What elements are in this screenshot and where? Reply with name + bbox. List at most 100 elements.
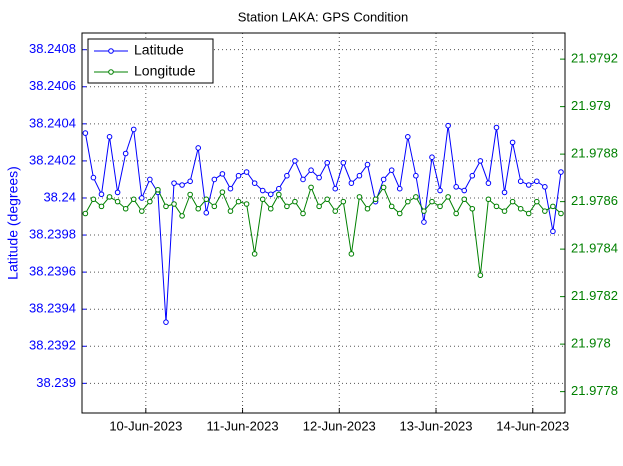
data-point <box>219 171 226 177</box>
data-point <box>501 208 508 214</box>
data-point <box>203 210 210 216</box>
data-point <box>106 194 113 200</box>
x-tick-label: 13-Jun-2023 <box>400 418 473 433</box>
data-point <box>138 208 145 214</box>
data-point <box>235 198 242 205</box>
data-point <box>542 208 548 214</box>
y2-tick-label: 21.9778 <box>571 383 618 398</box>
data-point <box>179 182 185 188</box>
data-point <box>300 210 306 217</box>
data-point <box>147 198 153 205</box>
data-point <box>477 272 484 279</box>
data-point <box>227 185 234 192</box>
data-point <box>195 145 202 151</box>
data-point <box>501 189 508 196</box>
y-tick-label: 38.24 <box>43 189 76 204</box>
data-point <box>179 213 185 219</box>
y-tick-label: 38.2392 <box>29 338 76 353</box>
data-point <box>517 178 524 185</box>
data-point <box>82 130 89 136</box>
legend-label: Latitude <box>134 42 184 58</box>
data-point <box>211 176 218 183</box>
data-point <box>316 203 322 210</box>
data-point <box>509 198 516 205</box>
data-point <box>219 189 226 195</box>
y-tick-label: 38.2404 <box>29 115 76 130</box>
data-point <box>130 196 137 203</box>
data-point <box>493 203 500 210</box>
y2-tick-label: 21.978 <box>571 336 611 351</box>
y2-tick-label: 21.9792 <box>571 51 618 66</box>
y2-tick-label: 21.979 <box>571 98 611 113</box>
data-point <box>453 210 459 217</box>
data-point <box>300 176 306 183</box>
data-point <box>292 198 298 205</box>
data-point <box>130 126 137 133</box>
data-point <box>90 174 97 181</box>
data-point <box>388 167 395 173</box>
data-point <box>558 169 564 175</box>
data-point <box>163 319 169 325</box>
data-point <box>276 185 282 192</box>
data-point <box>251 251 258 257</box>
data-point <box>429 198 435 205</box>
data-point <box>316 174 322 181</box>
data-point <box>396 185 403 192</box>
data-point <box>195 205 202 212</box>
data-point <box>356 172 363 179</box>
y2-tick-label: 21.9788 <box>571 146 618 161</box>
data-point <box>267 205 274 212</box>
y-tick-label: 38.239 <box>36 375 76 390</box>
data-point <box>348 180 355 186</box>
data-point <box>114 198 121 205</box>
data-point <box>138 195 145 201</box>
data-point <box>90 196 97 203</box>
x-tick-label: 11-Jun-2023 <box>207 418 279 433</box>
data-point <box>372 196 379 203</box>
data-point <box>267 191 274 198</box>
x-tick-label: 10-Jun-2023 <box>109 418 182 433</box>
data-point <box>405 134 411 140</box>
data-point <box>106 134 113 140</box>
data-point <box>421 219 427 225</box>
data-point <box>461 187 468 194</box>
data-point <box>364 205 371 212</box>
data-point <box>324 196 330 203</box>
data-point <box>453 184 459 190</box>
data-point <box>332 185 339 192</box>
data-point <box>227 208 234 214</box>
data-point <box>284 203 290 210</box>
data-point <box>509 139 516 146</box>
data-point <box>308 167 314 173</box>
data-point <box>340 159 347 166</box>
data-point <box>485 180 492 186</box>
data-point <box>243 169 250 175</box>
series <box>82 184 564 279</box>
y-tick-label: 38.2394 <box>29 301 76 316</box>
data-point <box>292 158 298 164</box>
data-point <box>98 191 105 198</box>
data-point <box>437 203 443 210</box>
legend-label: Longitude <box>134 63 196 79</box>
x-tick-label: 14-Jun-2023 <box>496 418 569 433</box>
data-point <box>558 210 564 217</box>
y-tick-label: 38.2396 <box>29 264 76 279</box>
data-point <box>122 205 129 212</box>
data-point <box>429 154 435 160</box>
data-point <box>211 203 218 210</box>
data-point <box>542 184 548 190</box>
data-point <box>332 208 339 214</box>
y2-tick-label: 21.9784 <box>571 241 618 256</box>
legend-box <box>87 38 214 84</box>
data-point <box>413 172 419 179</box>
data-point <box>243 201 250 207</box>
y-tick-label: 38.2402 <box>29 152 76 167</box>
y-tick-label: 38.2406 <box>29 78 76 93</box>
data-point <box>396 210 403 217</box>
data-point <box>259 187 266 194</box>
data-point <box>203 196 210 203</box>
data-point <box>461 196 468 203</box>
data-point <box>284 172 290 179</box>
data-point <box>308 184 314 191</box>
